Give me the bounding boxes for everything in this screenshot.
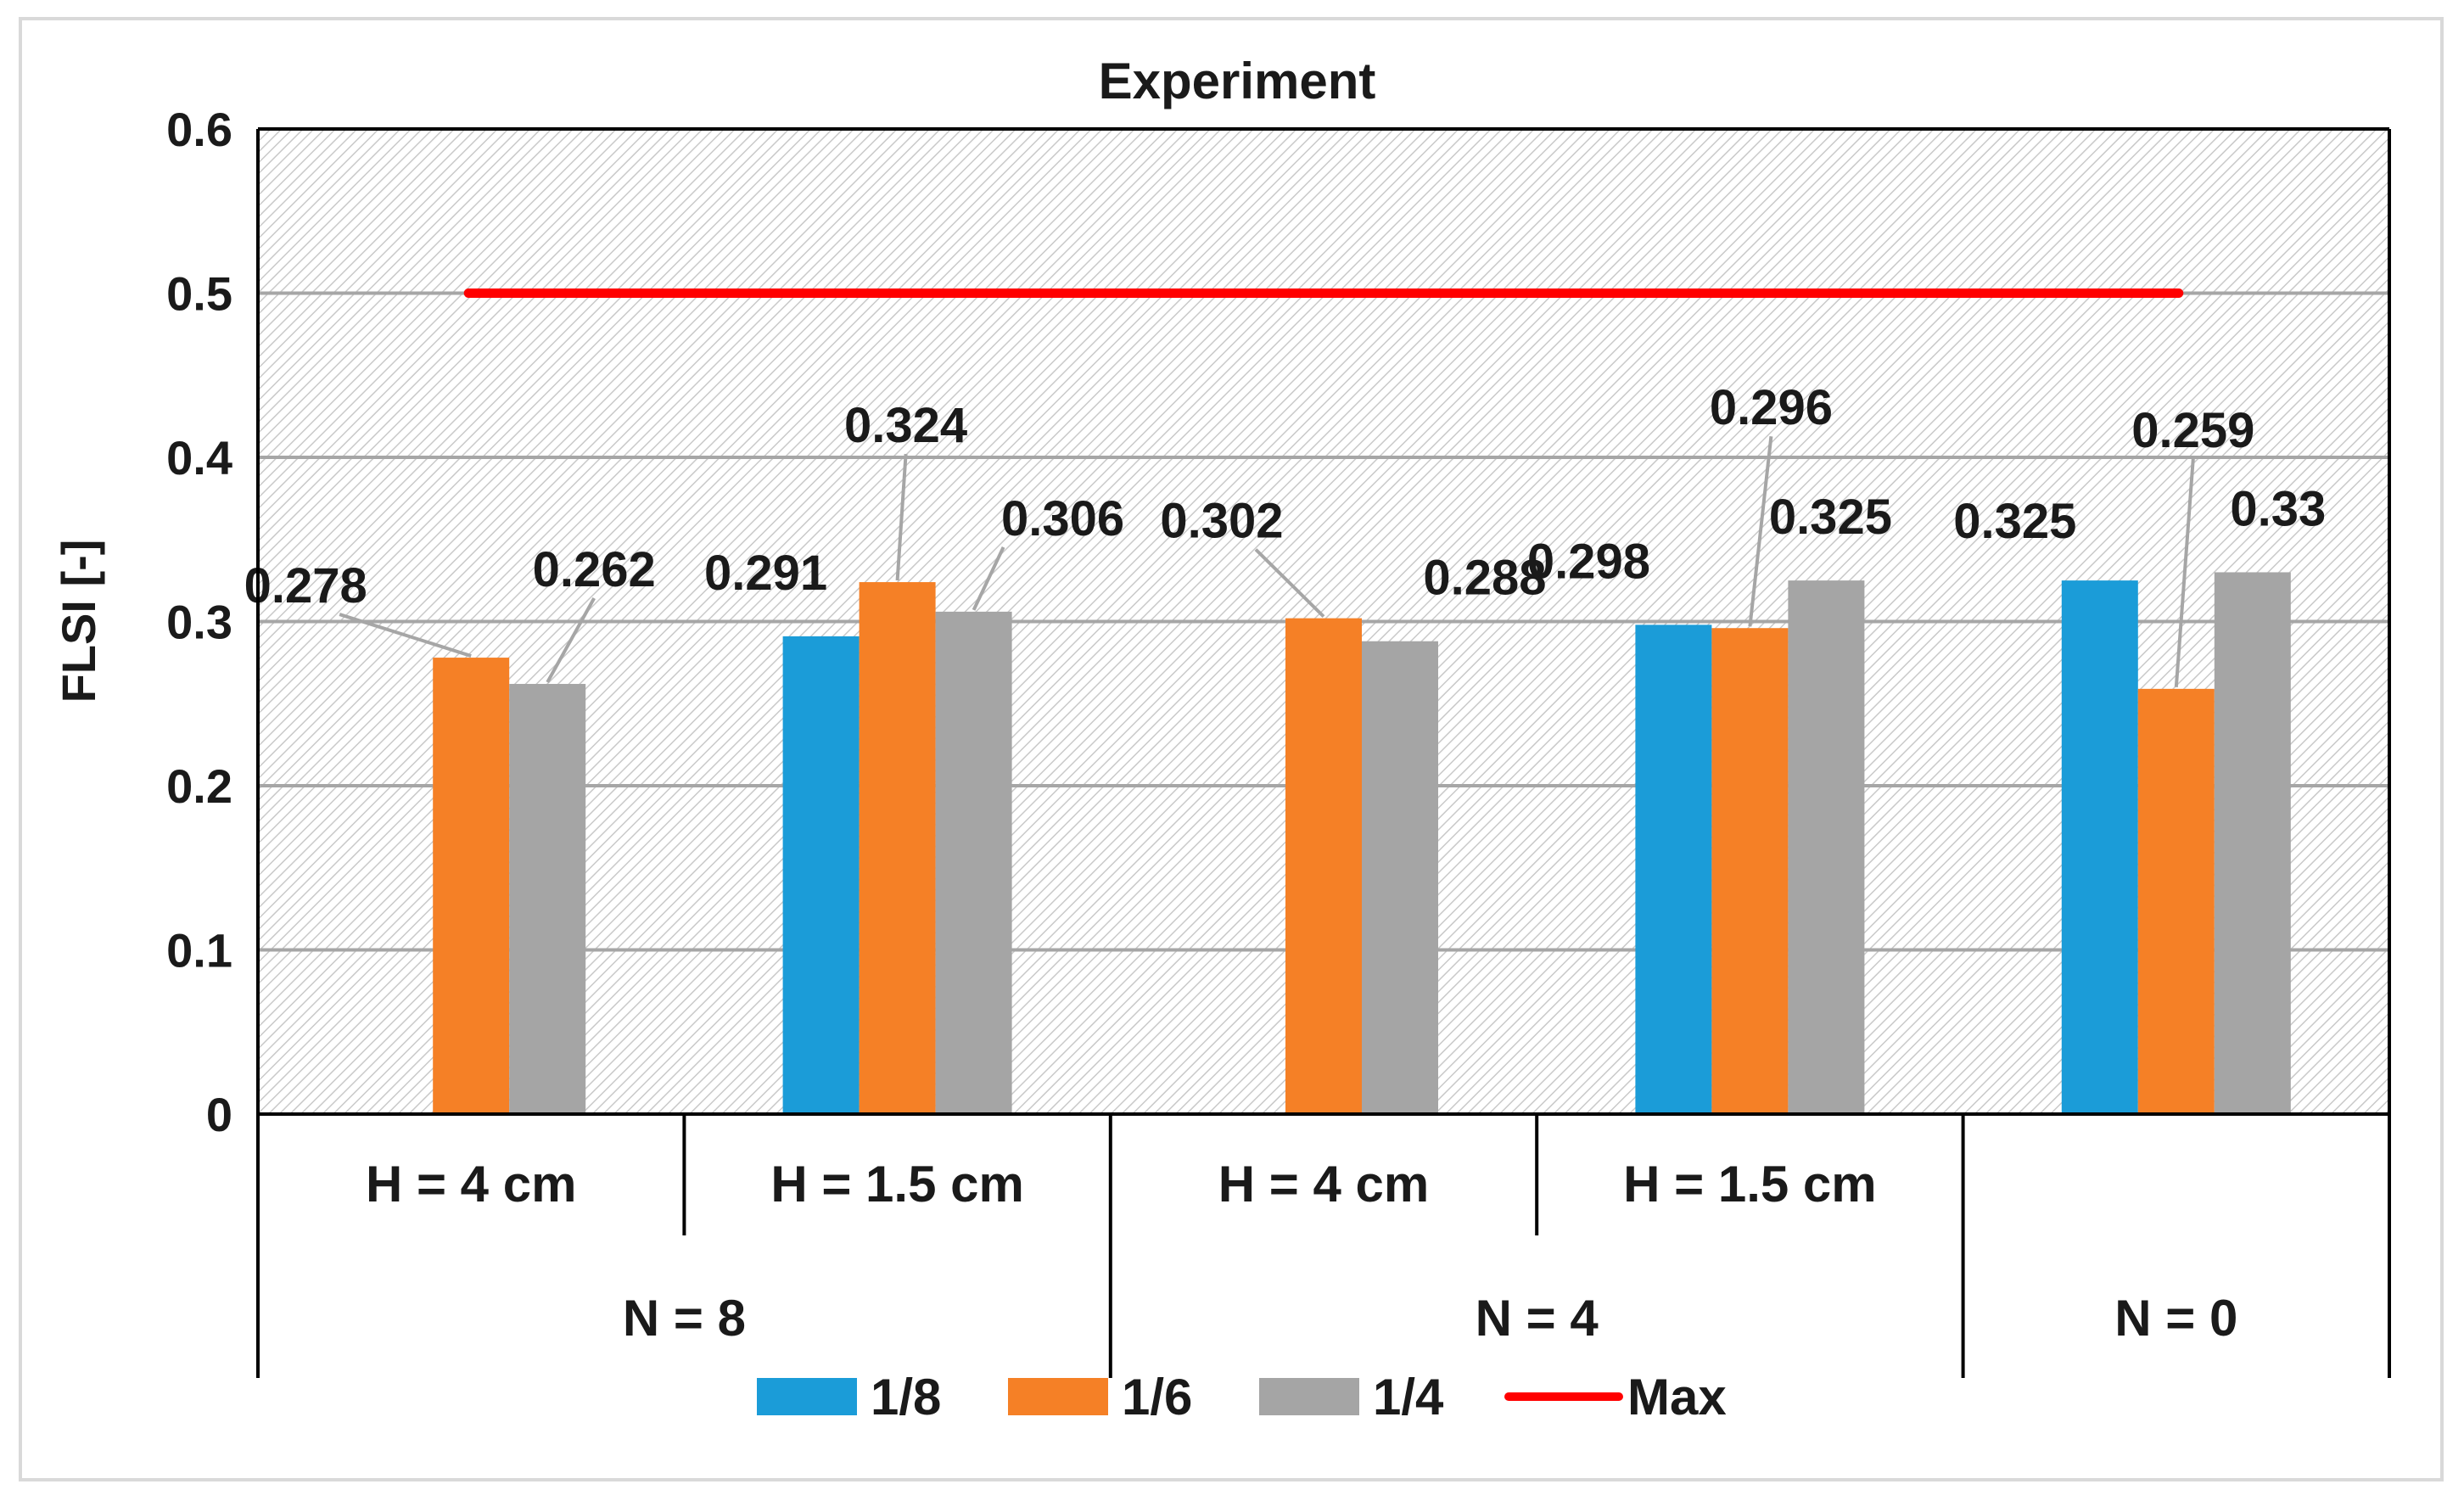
y-tick-label: 0.1 — [166, 924, 232, 977]
y-axis-label: FLSI [-] — [52, 540, 105, 703]
bar-1-8-4 — [2061, 580, 2138, 1114]
data-label: 0.324 — [844, 398, 967, 453]
bar-1-4-1 — [935, 611, 1012, 1114]
bar-1-6-3 — [1711, 628, 1789, 1114]
data-label: 0.325 — [1769, 490, 1892, 545]
data-label: 0.325 — [1953, 494, 2076, 549]
y-tick-label: 0.5 — [166, 267, 232, 321]
data-label: 0.296 — [1710, 380, 1833, 435]
bar-chart: 0.291 0.298 0.325 0.278 0.324 0.302 0.296 0.259… — [52, 53, 2391, 1425]
y-tick-label: 0.6 — [166, 103, 232, 156]
label-leader-line — [1748, 436, 1773, 627]
bar-1-4-0 — [509, 684, 586, 1114]
data-label: 0.33 — [2230, 481, 2326, 536]
data-label: 0.298 — [1527, 534, 1650, 589]
data-label: 0.288 — [1423, 551, 1546, 606]
label-leader-line — [2174, 458, 2195, 687]
x-group-label: N = 0 — [2114, 1290, 2237, 1347]
bar-1-6-0 — [433, 658, 510, 1114]
y-tick-label: 0.4 — [166, 431, 232, 484]
data-label: 0.278 — [244, 558, 367, 613]
legend: 1/8 1/6 1/4 Max — [757, 1369, 1727, 1425]
label-leader-line — [895, 453, 908, 581]
legend-label: 1/4 — [1373, 1369, 1444, 1425]
y-tick-label: 0 — [206, 1088, 232, 1141]
x-category-label: H = 4 cm — [366, 1156, 576, 1213]
axes: 0 0.1 0.2 0.3 0.4 0.5 0.6 H = 4 cm H = 1.5 cm H =… — [166, 103, 2391, 1378]
bar-1-4-2 — [1362, 641, 1438, 1114]
data-labels: 0.291 0.298 0.325 0.278 0.324 0.302 0.296 0.259… — [244, 380, 2326, 687]
label-leader-line — [972, 546, 1005, 611]
legend-label: 1/6 — [1122, 1369, 1192, 1425]
legend-swatch-1-6 — [1008, 1378, 1108, 1415]
legend-label: Max — [1627, 1369, 1727, 1425]
label-leader-line — [339, 613, 472, 658]
x-category-label: H = 4 cm — [1218, 1156, 1429, 1213]
legend-label: 1/8 — [871, 1369, 941, 1425]
data-label: 0.306 — [1001, 491, 1124, 546]
bar-1-6-4 — [2137, 688, 2215, 1114]
data-label: 0.302 — [1160, 494, 1283, 549]
data-label: 0.259 — [2131, 403, 2254, 458]
y-tick-label: 0.2 — [166, 759, 232, 813]
bar-1-4-4 — [2214, 572, 2291, 1114]
bar-1-8-1 — [782, 636, 860, 1114]
data-label: 0.262 — [533, 542, 656, 597]
legend-swatch-1-4 — [1259, 1378, 1359, 1415]
x-group-label: N = 4 — [1476, 1290, 1599, 1347]
x-category-label: H = 1.5 cm — [770, 1156, 1024, 1213]
y-tick-label: 0.3 — [166, 596, 232, 649]
chart-title: Experiment — [1099, 53, 1376, 109]
bar-1-8-3 — [1635, 624, 1712, 1114]
label-leader-line — [1254, 548, 1325, 619]
chart-frame: 0.291 0.298 0.325 0.278 0.324 0.302 0.296 0.259… — [19, 17, 2444, 1481]
bar-1-6-2 — [1285, 618, 1362, 1114]
legend-swatch-1-8 — [757, 1378, 857, 1415]
x-category-label: H = 1.5 cm — [1623, 1156, 1877, 1213]
bar-1-6-1 — [859, 582, 936, 1114]
label-leader-line — [546, 597, 596, 684]
x-group-label: N = 8 — [623, 1290, 746, 1347]
bar-1-4-3 — [1788, 580, 1865, 1114]
bars — [433, 572, 2291, 1114]
data-label: 0.291 — [704, 546, 827, 601]
